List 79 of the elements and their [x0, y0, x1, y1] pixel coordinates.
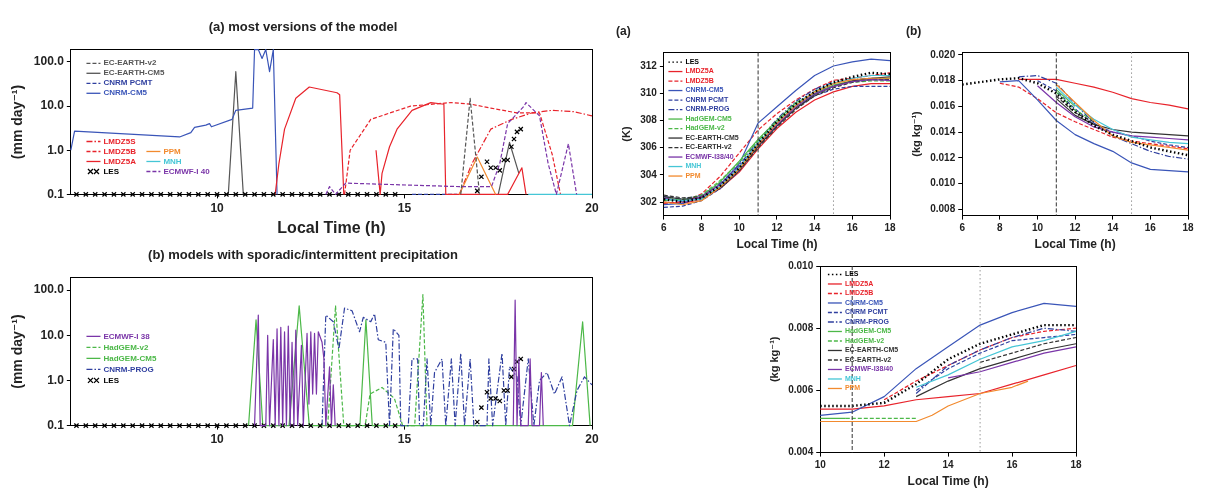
x-tick-label: 18: [1182, 222, 1194, 234]
x-axis-title: Local Time (h): [1034, 237, 1116, 252]
y-axis-title: (K): [619, 126, 632, 142]
x-tick-label: 16: [846, 222, 859, 234]
y-tick-label: 100.0: [33, 54, 65, 69]
x-tick-label: 12: [771, 222, 783, 234]
y-axis-title: (kg kg⁻¹): [909, 110, 922, 157]
legend-label: CNRM-CM5: [103, 88, 148, 98]
x-axis-title: Local Time (h): [277, 218, 386, 236]
x-tick-label: 10: [733, 222, 746, 234]
x-tick-label: 14: [1107, 222, 1119, 234]
chart-title: (b): [906, 23, 922, 38]
x-tick-label: 16: [1006, 459, 1019, 471]
y-axis-title: (mm day⁻¹): [9, 84, 26, 160]
legend-label: LMDZ5B: [103, 146, 137, 156]
legend-label: LES: [103, 375, 120, 385]
y-tick-label: 0.008: [930, 202, 956, 214]
legend-label: CNRM-PROG: [103, 364, 154, 374]
y-tick-label: 0.010: [930, 177, 956, 189]
x-tick-label: 10: [210, 432, 225, 447]
legend-label: PPM: [163, 146, 182, 156]
legend-label: LES: [103, 166, 120, 176]
y-tick-label: 0.014: [930, 125, 956, 137]
x-tick-label: 10: [210, 200, 225, 215]
legend-label: ECMWF-I 40: [163, 166, 211, 176]
y-axis-title: (mm day⁻¹): [9, 314, 26, 389]
y-tick-label: 304: [640, 168, 658, 180]
y-tick-label: 0.020: [930, 48, 956, 60]
y-tick-label: 10.0: [40, 327, 65, 342]
y-tick-label: 306: [640, 141, 658, 153]
x-tick-label: 16: [1144, 222, 1157, 234]
y-tick-label: 0.004: [788, 446, 814, 458]
y-tick-label: 0.006: [788, 384, 814, 396]
x-tick-label: 14: [809, 222, 821, 234]
x-tick-label: 8: [997, 222, 1004, 234]
y-tick-label: 10.0: [40, 98, 65, 113]
y-axis-title: (kg kg⁻¹): [767, 336, 780, 383]
x-tick-label: 15: [397, 432, 412, 447]
chart-title: (a) most versions of the model: [208, 19, 398, 35]
chart-title: (a): [616, 23, 631, 38]
y-tick-label: 0.018: [930, 74, 956, 86]
y-tick-label: 1.0: [47, 372, 65, 387]
legend-label: HadGEM-v2: [103, 342, 149, 352]
y-tick-label: 0.1: [47, 186, 65, 201]
x-tick-label: 15: [397, 200, 412, 215]
x-axis-title: Local Time (h): [907, 474, 989, 489]
legend-label: LMDZ5A: [103, 156, 137, 166]
y-tick-label: 0.016: [930, 100, 956, 112]
y-tick-label: 310: [640, 86, 658, 98]
y-tick-label: 302: [640, 195, 658, 207]
x-axis-title: Local Time (h): [736, 237, 818, 252]
x-tick-label: 8: [698, 222, 705, 234]
y-tick-label: 100.0: [33, 282, 65, 297]
y-tick-label: 0.1: [47, 417, 65, 432]
y-tick-label: 1.0: [47, 142, 65, 157]
x-tick-label: 10: [1031, 222, 1044, 234]
y-tick-label: 0.008: [788, 321, 814, 333]
y-tick-label: 312: [640, 59, 658, 71]
x-tick-label: 20: [585, 200, 599, 215]
y-tick-label: 0.012: [930, 151, 956, 163]
legend-label: LMDZ5S: [103, 136, 137, 146]
x-tick-label: 12: [878, 459, 891, 471]
legend-label: EC-EARTH-v2: [103, 58, 157, 68]
x-tick-label: 18: [884, 222, 896, 234]
legend-label: HadGEM-CM5: [103, 353, 157, 363]
x-tick-label: 20: [585, 432, 599, 447]
x-tick-label: 6: [661, 222, 668, 234]
x-tick-label: 10: [814, 459, 827, 471]
chart-title: (b) models with sporadic/intermittent precipitation: [148, 247, 458, 263]
legend-label: CNRM PCMT: [103, 78, 153, 88]
x-tick-label: 6: [959, 222, 966, 234]
y-tick-label: 308: [640, 114, 658, 126]
x-tick-label: 12: [1069, 222, 1082, 234]
legend-label: EC-EARTH-CM5: [103, 68, 165, 78]
x-tick-label: 18: [1070, 459, 1082, 471]
legend-label: MNH: [163, 156, 182, 166]
y-tick-label: 0.010: [788, 259, 814, 271]
legend-label: ECMWF-I 38: [103, 331, 151, 341]
x-tick-label: 14: [942, 459, 955, 471]
